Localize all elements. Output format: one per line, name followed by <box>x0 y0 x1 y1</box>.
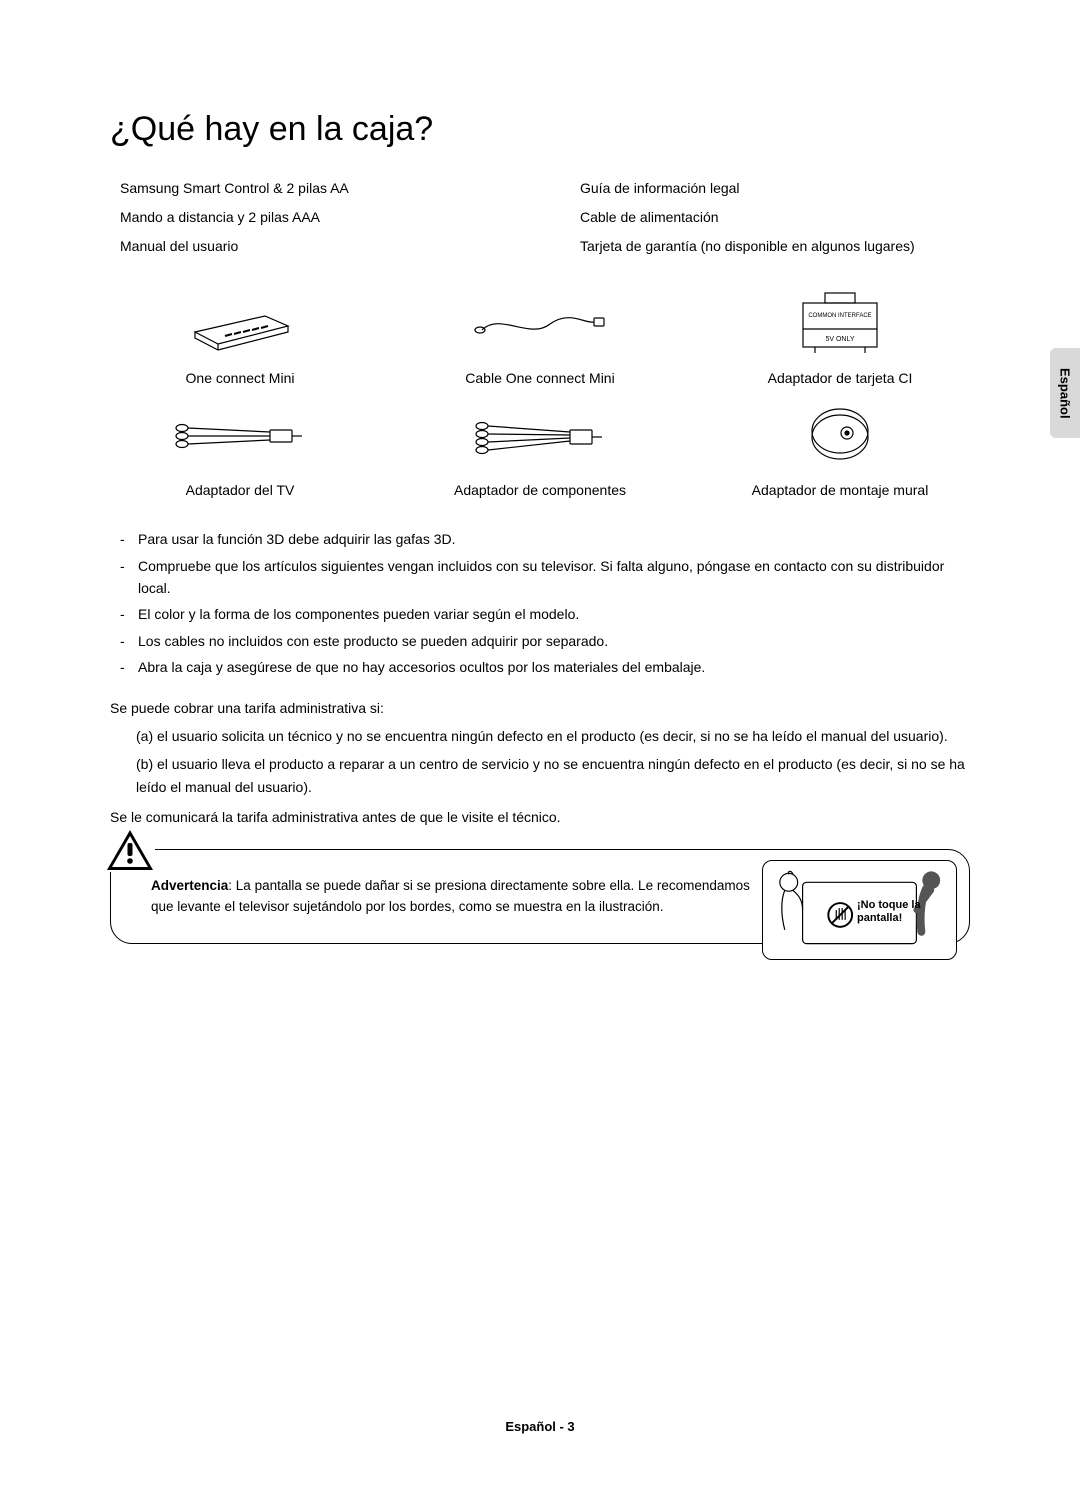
accessory-cell: Adaptador de componentes <box>410 396 670 498</box>
note-item: -Para usar la función 3D debe adquirir l… <box>120 528 970 550</box>
list-item: Mando a distancia y 2 pilas AAA <box>110 206 510 229</box>
accessory-caption: Adaptador de componentes <box>454 482 626 498</box>
list-item: Samsung Smart Control & 2 pilas AA <box>110 177 510 200</box>
note-item: -Los cables no incluidos con este produc… <box>120 630 970 652</box>
warning-box: Advertencia: La pantalla se puede dañar … <box>110 849 970 945</box>
accessory-cell: Adaptador de montaje mural <box>710 396 970 498</box>
manual-page: ¿Qué hay en la caja? Samsung Smart Contr… <box>0 0 1080 1494</box>
warning-triangle-icon <box>105 828 155 872</box>
language-tab-label: Español <box>1058 368 1073 419</box>
wall-mount-adapter-icon <box>710 396 970 476</box>
warning-text: Advertencia: La pantalla se puede dañar … <box>151 876 759 918</box>
warning-illustration: ¡No toque la pantalla! <box>762 860 957 960</box>
accessory-caption: Cable One connect Mini <box>465 370 614 386</box>
accessory-caption: One connect Mini <box>186 370 295 386</box>
dash-icon: - <box>120 656 138 678</box>
included-list-columns: Samsung Smart Control & 2 pilas AA Mando… <box>110 177 970 264</box>
accessory-cell: Adaptador del TV <box>110 396 370 498</box>
warning-illus-label: ¡No toque la pantalla! <box>857 899 927 925</box>
component-adapter-icon <box>410 396 670 476</box>
cable-icon <box>410 284 670 364</box>
warning-body: : La pantalla se puede dañar si se presi… <box>151 878 750 914</box>
admin-fee-b: (b) el usuario lleva el producto a repar… <box>136 753 970 798</box>
one-connect-mini-icon <box>110 284 370 364</box>
included-list-right: Guía de información legal Cable de alime… <box>570 177 970 264</box>
list-item: Manual del usuario <box>110 235 510 258</box>
dash-icon: - <box>120 603 138 625</box>
notes-list: -Para usar la función 3D debe adquirir l… <box>110 528 970 678</box>
accessory-grid: One connect Mini Cable One connect Mini <box>110 284 970 498</box>
accessory-caption: Adaptador de tarjeta CI <box>768 370 913 386</box>
dash-icon: - <box>120 630 138 652</box>
ci-label-top: COMMON INTERFACE <box>808 313 871 319</box>
tv-adapter-icon <box>110 396 370 476</box>
list-item: Cable de alimentación <box>570 206 970 229</box>
dash-icon: - <box>120 528 138 550</box>
admin-fee-intro: Se puede cobrar una tarifa administrativ… <box>110 697 970 719</box>
ci-label-bottom: 5V ONLY <box>825 336 854 343</box>
dash-icon: - <box>120 555 138 600</box>
admin-fee-a: (a) el usuario solicita un técnico y no … <box>136 725 970 747</box>
accessory-caption: Adaptador de montaje mural <box>752 482 929 498</box>
language-tab: Español <box>1050 348 1080 438</box>
warning-lead: Advertencia <box>151 878 228 893</box>
page-title: ¿Qué hay en la caja? <box>110 110 970 149</box>
page-footer: Español - 3 <box>0 1419 1080 1434</box>
accessory-cell: Cable One connect Mini <box>410 284 670 386</box>
note-item: -El color y la forma de los componentes … <box>120 603 970 625</box>
list-item: Tarjeta de garantía (no disponible en al… <box>570 235 970 258</box>
note-item: -Abra la caja y asegúrese de que no hay … <box>120 656 970 678</box>
included-list-left: Samsung Smart Control & 2 pilas AA Mando… <box>110 177 510 264</box>
accessory-cell: COMMON INTERFACE 5V ONLY Adaptador de ta… <box>710 284 970 386</box>
admin-fee-outro: Se le comunicará la tarifa administrativ… <box>110 806 970 828</box>
ci-card-adapter-icon: COMMON INTERFACE 5V ONLY <box>710 284 970 364</box>
accessory-caption: Adaptador del TV <box>186 482 295 498</box>
note-item: -Compruebe que los artículos siguientes … <box>120 555 970 600</box>
accessory-cell: One connect Mini <box>110 284 370 386</box>
list-item: Guía de información legal <box>570 177 970 200</box>
